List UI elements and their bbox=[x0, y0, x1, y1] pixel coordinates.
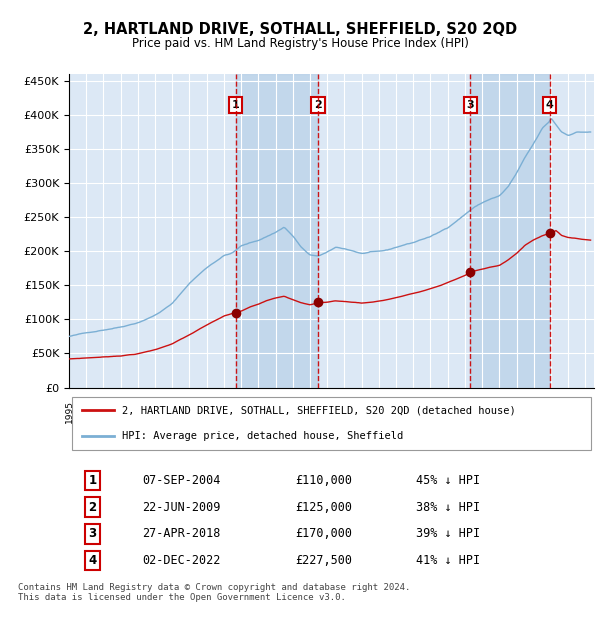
Text: 2012: 2012 bbox=[357, 400, 366, 423]
Text: 2023: 2023 bbox=[547, 400, 556, 423]
Text: 2002: 2002 bbox=[185, 400, 194, 423]
Text: 2000: 2000 bbox=[151, 400, 160, 423]
Text: 41% ↓ HPI: 41% ↓ HPI bbox=[415, 554, 479, 567]
Text: 4: 4 bbox=[545, 100, 554, 110]
Text: 3: 3 bbox=[89, 527, 97, 540]
Text: 2010: 2010 bbox=[323, 400, 332, 423]
Text: 1: 1 bbox=[89, 474, 97, 487]
Text: £125,000: £125,000 bbox=[295, 501, 352, 513]
Text: 2016: 2016 bbox=[426, 400, 435, 423]
Text: 2020: 2020 bbox=[495, 400, 504, 423]
Text: £170,000: £170,000 bbox=[295, 527, 352, 540]
Text: 1995: 1995 bbox=[65, 400, 74, 423]
FancyBboxPatch shape bbox=[71, 397, 592, 450]
Text: 02-DEC-2022: 02-DEC-2022 bbox=[143, 554, 221, 567]
Text: Contains HM Land Registry data © Crown copyright and database right 2024.
This d: Contains HM Land Registry data © Crown c… bbox=[18, 583, 410, 602]
Text: 2008: 2008 bbox=[288, 400, 297, 423]
Text: 45% ↓ HPI: 45% ↓ HPI bbox=[415, 474, 479, 487]
Text: 1998: 1998 bbox=[116, 400, 125, 423]
Text: 07-SEP-2004: 07-SEP-2004 bbox=[143, 474, 221, 487]
Text: 2, HARTLAND DRIVE, SOTHALL, SHEFFIELD, S20 2QD (detached house): 2, HARTLAND DRIVE, SOTHALL, SHEFFIELD, S… bbox=[121, 405, 515, 415]
Text: 1996: 1996 bbox=[82, 400, 91, 423]
Text: Price paid vs. HM Land Registry's House Price Index (HPI): Price paid vs. HM Land Registry's House … bbox=[131, 37, 469, 50]
Text: 2024: 2024 bbox=[563, 400, 572, 423]
Text: 3: 3 bbox=[467, 100, 474, 110]
Text: 1: 1 bbox=[232, 100, 239, 110]
Text: 2017: 2017 bbox=[443, 400, 452, 423]
Text: 4: 4 bbox=[89, 554, 97, 567]
Text: 2013: 2013 bbox=[374, 400, 383, 423]
Text: 2003: 2003 bbox=[202, 400, 211, 423]
Text: 2004: 2004 bbox=[220, 400, 229, 423]
Text: 2005: 2005 bbox=[236, 400, 245, 423]
Text: 39% ↓ HPI: 39% ↓ HPI bbox=[415, 527, 479, 540]
Text: 2019: 2019 bbox=[478, 400, 487, 423]
Text: 2, HARTLAND DRIVE, SOTHALL, SHEFFIELD, S20 2QD: 2, HARTLAND DRIVE, SOTHALL, SHEFFIELD, S… bbox=[83, 22, 517, 37]
Text: 2009: 2009 bbox=[305, 400, 314, 423]
Bar bbox=[236, 74, 318, 388]
Text: 38% ↓ HPI: 38% ↓ HPI bbox=[415, 501, 479, 513]
Text: 2006: 2006 bbox=[254, 400, 263, 423]
Text: 2007: 2007 bbox=[271, 400, 280, 423]
Text: 2022: 2022 bbox=[529, 400, 538, 423]
Bar bbox=[470, 74, 550, 388]
Text: 2015: 2015 bbox=[409, 400, 418, 423]
Text: 2018: 2018 bbox=[460, 400, 469, 423]
Text: 2: 2 bbox=[314, 100, 322, 110]
Text: 1999: 1999 bbox=[133, 400, 142, 423]
Text: 2021: 2021 bbox=[512, 400, 521, 423]
Text: 2011: 2011 bbox=[340, 400, 349, 423]
Text: 2014: 2014 bbox=[392, 400, 401, 423]
Text: 27-APR-2018: 27-APR-2018 bbox=[143, 527, 221, 540]
Text: HPI: Average price, detached house, Sheffield: HPI: Average price, detached house, Shef… bbox=[121, 431, 403, 441]
Text: 2025: 2025 bbox=[581, 400, 590, 423]
Text: £227,500: £227,500 bbox=[295, 554, 352, 567]
Text: 1997: 1997 bbox=[99, 400, 108, 423]
Text: 2001: 2001 bbox=[168, 400, 177, 423]
Text: 22-JUN-2009: 22-JUN-2009 bbox=[143, 501, 221, 513]
Text: £110,000: £110,000 bbox=[295, 474, 352, 487]
Text: 2: 2 bbox=[89, 501, 97, 513]
